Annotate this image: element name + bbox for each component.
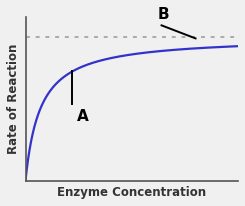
- Text: A: A: [76, 109, 88, 124]
- Y-axis label: Rate of Reaction: Rate of Reaction: [7, 44, 20, 154]
- X-axis label: Enzyme Concentration: Enzyme Concentration: [57, 186, 206, 199]
- Text: B: B: [157, 7, 169, 22]
